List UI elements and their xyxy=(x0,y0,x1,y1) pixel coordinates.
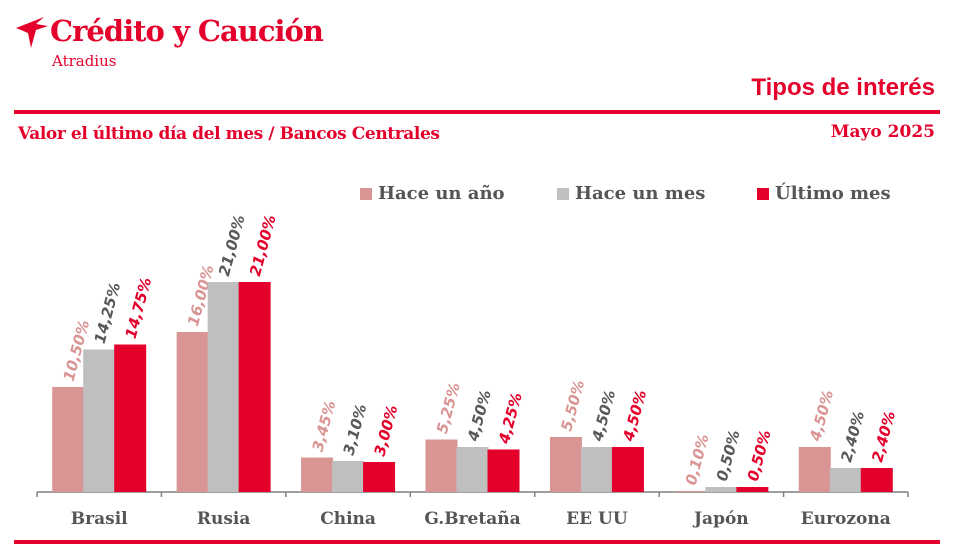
data-label-month-ago: 4,50% xyxy=(464,388,495,444)
atradius-bird-icon xyxy=(16,17,48,48)
bar-year-ago xyxy=(176,332,209,492)
legend-swatch-month-ago xyxy=(557,187,569,200)
legend-label-month-ago: Hace un mes xyxy=(575,183,706,204)
data-label-last-month: 0,50% xyxy=(744,428,775,483)
x-tick-label: EE UU xyxy=(566,509,628,529)
bar-month-ago xyxy=(580,447,613,492)
legend-label-year-ago: Hace un año xyxy=(378,183,505,204)
bar-month-ago xyxy=(332,461,365,492)
bar-year-ago xyxy=(301,457,334,492)
data-label-last-month: 3,00% xyxy=(371,403,402,458)
data-label-month-ago: 21,00% xyxy=(215,213,249,278)
data-label-year-ago: 5,50% xyxy=(557,378,588,433)
brand-name: Crédito y Caución xyxy=(50,14,324,48)
bar-last-month xyxy=(487,449,520,492)
x-tick-label: Japón xyxy=(692,509,749,529)
bar-month-ago xyxy=(83,349,116,492)
x-tick-label: China xyxy=(320,509,376,529)
x-tick-label: G.Bretaña xyxy=(424,509,520,529)
chart-subtitle: Valor el último día del mes / Bancos Cen… xyxy=(18,124,440,144)
data-label-month-ago: 4,50% xyxy=(588,388,619,444)
legend-swatch-last-month xyxy=(757,187,769,200)
bar-month-ago xyxy=(705,487,738,492)
data-label-last-month: 21,00% xyxy=(246,213,280,278)
data-label-year-ago: 4,50% xyxy=(806,388,837,444)
top-divider xyxy=(14,110,940,114)
legend-item-month-ago: Hace un mes xyxy=(557,183,705,204)
data-label-month-ago: 3,10% xyxy=(340,402,371,457)
bottom-divider xyxy=(14,540,940,544)
bar-last-month xyxy=(363,462,396,492)
data-label-last-month: 14,75% xyxy=(122,276,156,341)
data-label-month-ago: 0,50% xyxy=(713,428,744,483)
bar-year-ago xyxy=(798,447,831,492)
data-label-last-month: 2,40% xyxy=(868,409,899,464)
bar-year-ago xyxy=(674,491,707,492)
data-label-month-ago: 14,25% xyxy=(91,281,125,346)
x-tick-label: Brasil xyxy=(71,509,128,529)
data-label-last-month: 4,25% xyxy=(495,391,526,447)
bar-year-ago xyxy=(549,437,582,492)
bar-last-month xyxy=(736,487,769,492)
bar-year-ago xyxy=(52,387,85,492)
data-label-year-ago: 5,25% xyxy=(433,381,464,436)
legend-label-last-month: Último mes xyxy=(775,183,891,204)
bar-month-ago xyxy=(829,468,862,492)
report-date: Mayo 2025 xyxy=(830,122,935,142)
bar-last-month xyxy=(611,447,644,492)
data-label-year-ago: 0,10% xyxy=(682,432,713,487)
interest-rate-bar-chart: 10,50%14,25%14,75%Brasil16,00%21,00%21,0… xyxy=(36,213,909,529)
bar-month-ago xyxy=(207,282,240,492)
bar-last-month xyxy=(238,282,271,492)
legend-item-last-month: Último mes xyxy=(757,183,891,204)
brand-subtitle: Atradius xyxy=(52,52,117,70)
data-label-year-ago: 3,45% xyxy=(309,399,340,454)
legend-item-year-ago: Hace un año xyxy=(360,183,505,204)
x-tick-label: Eurozona xyxy=(801,509,891,529)
bar-year-ago xyxy=(425,439,458,492)
bar-last-month xyxy=(860,468,893,492)
data-label-month-ago: 2,40% xyxy=(837,409,868,464)
x-tick-label: Rusia xyxy=(197,509,251,529)
page-title: Tipos de interés xyxy=(751,74,935,101)
bar-month-ago xyxy=(456,447,489,492)
legend-swatch-year-ago xyxy=(360,187,372,200)
data-label-last-month: 4,50% xyxy=(619,388,650,444)
bar-last-month xyxy=(114,344,147,492)
